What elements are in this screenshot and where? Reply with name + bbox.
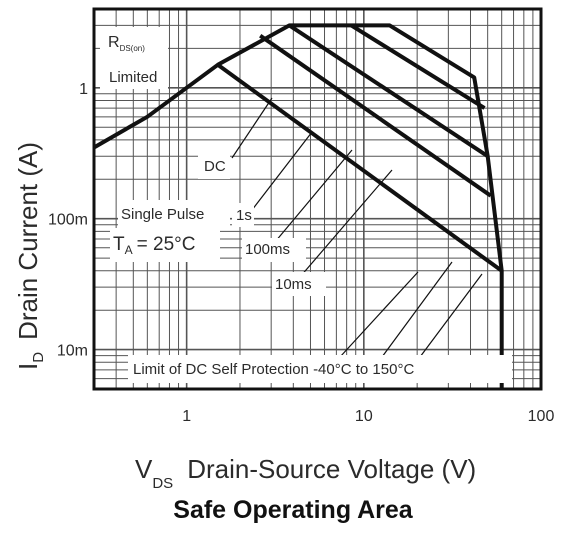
10ms-label: 10ms (275, 276, 312, 293)
annotation-leader (274, 149, 353, 243)
label-background (272, 272, 326, 296)
annotation-leader (339, 271, 419, 358)
soa-curves (93, 23, 504, 389)
soa-curve-dc (216, 63, 503, 273)
x-tick-label: 100 (528, 408, 555, 425)
rds-on-label: RDS(on) (108, 34, 145, 53)
y-axis-label: IDDrain Current (A) (13, 142, 47, 370)
x-tick-label: 1 (182, 408, 191, 425)
y-tick-labels: 10m 100m 1 (48, 81, 88, 360)
x-axis-label: VDS Drain-Source Voltage (V) (135, 454, 476, 492)
label-background (232, 203, 254, 227)
y-tick-label: 1 (79, 81, 88, 98)
soa-curve-10ms (350, 23, 486, 110)
annotation-leader (251, 131, 313, 211)
y-tick-label: 100m (48, 212, 88, 229)
annotation-leader (419, 273, 483, 358)
annotation-leader (231, 97, 273, 159)
label-background (198, 153, 230, 179)
label-background (110, 228, 220, 262)
annotation-leader (381, 261, 453, 358)
ambient-temp-label: TA = 25°C (113, 234, 195, 257)
x-tick-labels: 1 10 100 (182, 408, 554, 425)
single-pulse-label: Single Pulse (121, 206, 204, 223)
soa-curve-100ms (288, 23, 489, 158)
annotation-backgrounds (100, 27, 512, 383)
soa-curve-envelope (93, 23, 504, 389)
annotation-leader (299, 169, 393, 278)
rds-limited-label: Limited (109, 69, 157, 86)
plot-frame (92, 7, 543, 391)
self-protection-limit-label: Limit of DC Self Protection -40°C to 150… (133, 361, 414, 378)
x-tick-label: 10 (355, 408, 373, 425)
label-background (128, 355, 512, 383)
100ms-label: 100ms (245, 241, 290, 258)
1s-label: 1s (236, 207, 252, 224)
label-background (118, 200, 230, 228)
y-tick-label: 10m (57, 343, 88, 360)
soa-curve-1s (259, 34, 492, 198)
dc-label: DC (204, 158, 226, 175)
label-background (242, 238, 306, 262)
label-background (100, 27, 168, 89)
chart-title: Safe Operating Area (173, 496, 414, 524)
